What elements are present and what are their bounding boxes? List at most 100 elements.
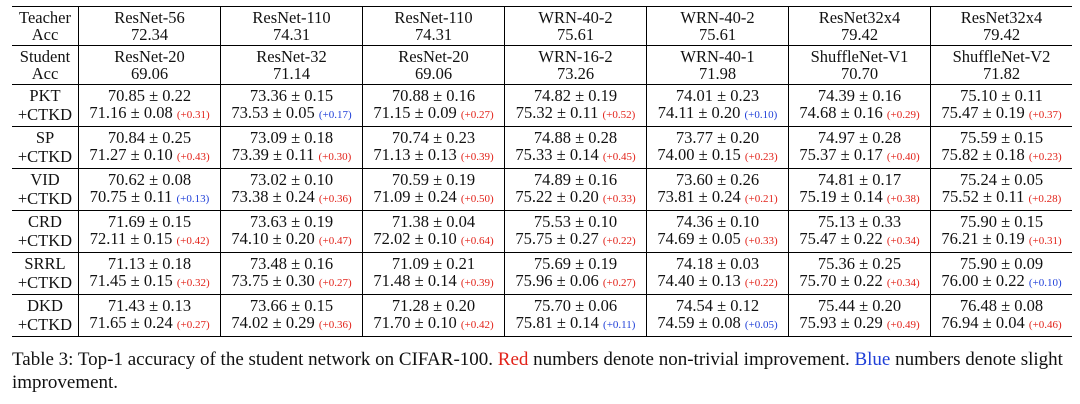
method-row-crd: CRD 71.69 ± 0.15 73.63 ± 0.19 71.38 ± 0.04 7…: [12, 210, 1072, 230]
base-value: 70.74 ± 0.23: [362, 126, 505, 146]
student-acc-value: 70.70: [788, 65, 931, 85]
teacher-name: ResNet-110: [220, 6, 363, 26]
method-name: PKT: [12, 84, 79, 104]
base-value: 73.77 ± 0.20: [646, 126, 789, 146]
ctkd-cell: 71.65 ± 0.24 (+0.27): [78, 313, 221, 337]
ctkd-value: 70.75 ± 0.11: [89, 187, 173, 206]
ctkd-value: 75.37 ± 0.17: [799, 145, 883, 164]
base-value: 75.90 ± 0.15: [930, 210, 1072, 230]
ctkd-value: 73.38 ± 0.24: [231, 187, 315, 206]
ctkd-cell: 72.11 ± 0.15 (+0.42): [78, 229, 221, 253]
improvement-delta: (+0.29): [886, 109, 920, 121]
ctkd-value: 71.13 ± 0.13: [373, 145, 457, 164]
ctkd-value: 75.19 ± 0.14: [799, 187, 883, 206]
ctkd-cell: 74.69 ± 0.05 (+0.33): [646, 230, 789, 253]
ctkd-value: 72.11 ± 0.15: [89, 229, 173, 248]
ctkd-value: 71.15 ± 0.09: [373, 103, 457, 122]
student-name: WRN-16-2: [504, 45, 647, 65]
ctkd-label: +CTKD: [17, 188, 73, 208]
improvement-delta: (+0.10): [1028, 277, 1062, 289]
caption-blue-word: Blue: [854, 349, 891, 370]
ctkd-cell: 73.75 ± 0.30 (+0.27): [220, 272, 363, 295]
ctkd-value: 74.00 ± 0.15: [657, 145, 741, 164]
ctkd-value: 71.09 ± 0.24: [373, 187, 457, 206]
improvement-delta: (+0.32): [176, 277, 210, 289]
base-value: 76.48 ± 0.08: [930, 294, 1072, 314]
improvement-delta: (+0.52): [602, 109, 636, 121]
improvement-delta: (+0.49): [886, 319, 920, 331]
teacher-name: WRN-40-2: [504, 6, 647, 26]
results-table: Teacher ResNet-56 ResNet-110 ResNet-110 WRN-…: [12, 6, 1072, 337]
base-value: 74.54 ± 0.12: [646, 294, 789, 314]
ctkd-row-pkt: +CTKD 71.16 ± 0.08 (+0.31) 73.53 ± 0.05 (+…: [12, 104, 1072, 127]
teacher-name: ResNet-110: [362, 6, 505, 26]
base-value: 74.18 ± 0.03: [646, 252, 789, 272]
improvement-delta: (+0.38): [886, 193, 920, 205]
method-row-srrl: SRRL 71.13 ± 0.18 73.48 ± 0.16 71.09 ± 0.21…: [12, 252, 1072, 272]
ctkd-value: 74.68 ± 0.16: [799, 103, 883, 122]
ctkd-cell: 76.94 ± 0.04 (+0.46): [930, 313, 1072, 337]
base-value: 74.81 ± 0.17: [788, 168, 931, 188]
improvement-delta: (+0.36): [318, 319, 352, 331]
improvement-delta: (+0.30): [318, 151, 352, 163]
ctkd-value: 71.70 ± 0.10: [373, 313, 457, 332]
ctkd-cell: 76.21 ± 0.19 (+0.31): [930, 230, 1072, 253]
caption-suffix: numbers denote slight improvement.: [12, 349, 1063, 393]
method-name: SRRL: [12, 252, 79, 272]
improvement-delta: (+0.10): [744, 109, 778, 121]
ctkd-value: 72.02 ± 0.10: [373, 229, 457, 248]
base-value: 70.59 ± 0.19: [362, 168, 505, 188]
ctkd-value: 75.32 ± 0.11: [515, 103, 599, 122]
improvement-delta: (+0.40): [886, 151, 920, 163]
ctkd-value: 75.33 ± 0.14: [515, 145, 599, 164]
base-value: 71.28 ± 0.20: [362, 294, 505, 314]
method-name: SP: [12, 126, 79, 146]
ctkd-value: 76.00 ± 0.22: [941, 271, 1025, 290]
ctkd-cell: 74.11 ± 0.20 (+0.10): [646, 104, 789, 127]
ctkd-label: +CTKD: [17, 104, 73, 124]
caption-red-word: Red: [497, 349, 529, 370]
improvement-delta: (+0.42): [176, 235, 210, 247]
ctkd-cell: 75.19 ± 0.14 (+0.38): [788, 187, 931, 211]
teacher-name: ResNet32x4: [788, 6, 931, 26]
base-value: 75.36 ± 0.25: [788, 252, 931, 272]
base-value: 75.13 ± 0.33: [788, 210, 931, 230]
teacher-label: Teacher: [12, 6, 79, 26]
ctkd-value: 75.75 ± 0.27: [515, 229, 599, 248]
ctkd-cell: 74.00 ± 0.15 (+0.23): [646, 145, 789, 169]
ctkd-cell: 75.37 ± 0.17 (+0.40): [788, 145, 931, 169]
ctkd-cell: 71.48 ± 0.14 (+0.39): [362, 271, 505, 295]
teacher-acc: Acc 72.34 74.31 74.31 75.61 75.61 79.42 79.42: [12, 26, 1072, 46]
table-caption: Table 3: Top-1 accuracy of the student n…: [12, 348, 1072, 394]
base-value: 73.60 ± 0.26: [646, 168, 789, 188]
ctkd-cell: 75.81 ± 0.14 (+0.11): [504, 313, 647, 337]
ctkd-value: 75.52 ± 0.11: [941, 187, 1025, 206]
improvement-delta: (+0.43): [176, 151, 210, 163]
teacher-acc-value: 79.42: [788, 26, 931, 46]
improvement-delta: (+0.28): [1028, 193, 1062, 205]
ctkd-cell: 71.13 ± 0.13 (+0.39): [362, 145, 505, 169]
improvement-delta: (+0.36): [318, 193, 352, 205]
base-value: 75.10 ± 0.11: [930, 84, 1072, 104]
ctkd-cell: 76.00 ± 0.22 (+0.10): [930, 271, 1072, 295]
base-value: 74.82 ± 0.19: [504, 84, 647, 104]
base-value: 74.89 ± 0.16: [504, 168, 647, 188]
base-value: 73.48 ± 0.16: [220, 252, 363, 272]
base-value: 70.88 ± 0.16: [362, 84, 505, 104]
ctkd-cell: 75.52 ± 0.11 (+0.28): [930, 187, 1072, 211]
ctkd-row-crd: +CTKD 72.11 ± 0.15 (+0.42) 74.10 ± 0.20 (+…: [12, 230, 1072, 253]
ctkd-value: 76.94 ± 0.04: [941, 313, 1025, 332]
improvement-delta: (+0.31): [1028, 235, 1062, 247]
ctkd-cell: 74.59 ± 0.08 (+0.05): [646, 314, 789, 337]
student-name: ResNet-20: [78, 45, 221, 65]
base-value: 74.39 ± 0.16: [788, 84, 931, 104]
ctkd-value: 75.93 ± 0.29: [799, 313, 883, 332]
method-row-pkt: PKT 70.85 ± 0.22 73.36 ± 0.15 70.88 ± 0.16 7…: [12, 84, 1072, 104]
ctkd-value: 75.81 ± 0.14: [515, 313, 599, 332]
ctkd-value: 71.48 ± 0.14: [373, 271, 457, 290]
base-value: 73.66 ± 0.15: [220, 294, 363, 314]
ctkd-cell: 74.02 ± 0.29 (+0.36): [220, 314, 363, 337]
improvement-delta: (+0.37): [1028, 109, 1062, 121]
ctkd-value: 71.65 ± 0.24: [89, 313, 173, 332]
